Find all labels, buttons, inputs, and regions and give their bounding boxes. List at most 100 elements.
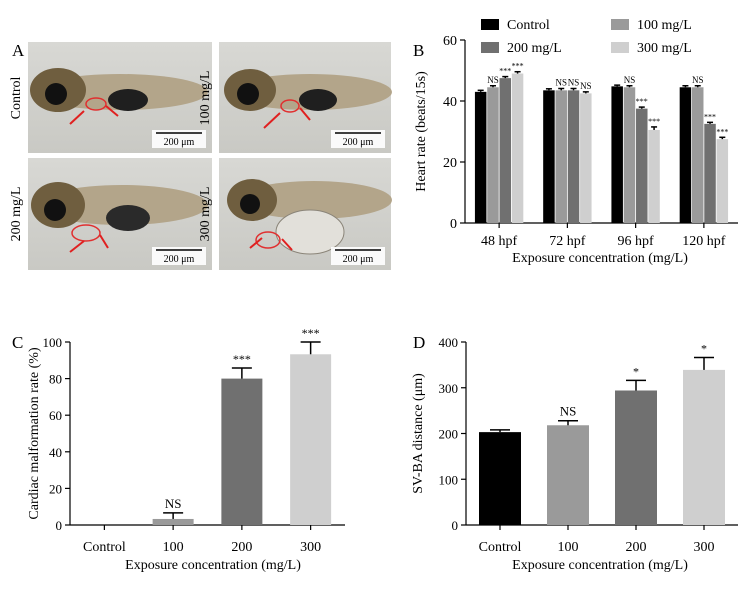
red-arrow [249,237,263,249]
x-tick-label: 300 [694,540,715,555]
panel-letter: D [413,333,425,352]
x-tick-label: 120 hpf [682,234,726,249]
y-axis-title: Cardiac malformation rate (%) [27,347,42,520]
bar [290,354,332,525]
x-tick-label: 48 hpf [481,234,518,249]
y-tick-label: 20 [49,481,62,496]
y-tick-label: 80 [49,372,62,387]
panel-a-letter: A [12,41,25,60]
image-300: 200 μm 300 mg/L [198,158,392,270]
red-arrow [99,234,109,249]
x-tick-label: 96 hpf [618,234,655,249]
bar [716,139,729,223]
panel-letter: C [12,333,23,352]
image-label-control: Control [9,77,24,120]
red-arrow [281,238,293,251]
y-tick-label: 40 [443,95,457,110]
significance-label: *** [512,62,524,71]
image-100: 200 μm 100 mg/L [198,42,392,153]
red-arrow [299,107,311,121]
bar [547,425,589,525]
legend-swatch [481,19,499,30]
x-axis-title: Exposure concentration (mg/L) [512,558,688,573]
bar [221,378,263,525]
y-axis-title: Heart rate (beats/15s) [414,71,429,192]
legend-label: 200 mg/L [507,41,562,56]
y-tick-label: 60 [443,34,457,49]
panel-a: A 200 μm Control [9,41,392,270]
significance-label: NS [555,77,567,87]
y-tick-label: 300 [439,381,459,396]
heart-outline [280,99,300,113]
legend-label: 300 mg/L [637,41,692,56]
legend-swatch [611,42,629,53]
bar [511,73,524,223]
x-tick-label: Control [479,540,522,555]
bar [691,87,704,224]
y-tick-label: 0 [56,518,63,533]
significance-label: NS [165,496,182,511]
image-200: 200 μm 200 mg/L [9,158,212,270]
yolk [299,89,337,111]
significance-label: *** [648,117,660,126]
chart-heart-rate: B 0 20 40 60 Heart rate (beats/15s) Exposure c… [413,18,738,266]
significance-label: NS [692,75,704,85]
bar [474,91,487,223]
larva-eye [45,83,67,105]
y-tick-label: 100 [439,472,459,487]
legend-swatch [611,19,629,30]
red-arrow [69,240,85,253]
x-tick-label: 100 [558,540,579,555]
significance-label: NS [560,404,577,419]
image-label-200: 200 mg/L [9,187,24,242]
y-tick-label: 400 [439,335,459,350]
y-tick-label: 0 [452,518,459,533]
larva-eye [240,194,260,214]
bar [543,90,555,223]
red-arrow [105,105,119,117]
significance-label: NS [568,77,580,87]
legend-swatch [481,42,499,53]
significance-label: *** [302,326,320,340]
x-tick-label: 200 [626,540,647,555]
heart-outline [85,97,107,111]
bar [567,90,580,223]
y-tick-label: 60 [49,408,62,423]
bar [704,123,716,223]
significance-label: * [633,364,639,378]
x-tick-label: 200 [231,540,252,555]
chart-sv-ba-distance: D 0 100 200 300 400 SV-BA distance (μm) Exposur… [411,333,738,573]
larva-body [236,181,392,219]
legend-label: 100 mg/L [637,18,692,33]
bar [479,432,521,525]
heart-outline [255,231,281,249]
y-tick-label: 0 [450,217,457,232]
bar [580,93,592,223]
image-label-300: 300 mg/L [198,187,213,242]
legend-label: Control [507,18,550,33]
larva-eye [237,83,259,105]
bar [623,87,636,224]
yolk [108,89,148,111]
x-axis-title: Exposure concentration (mg/L) [125,558,301,573]
bar [636,108,648,223]
significance-label: *** [233,352,251,366]
significance-label: *** [636,97,648,106]
bar [499,78,512,223]
edema-sac [275,209,345,255]
panel-letter: B [413,41,424,60]
significance-label: *** [716,127,728,136]
scale-bar-label: 200 μm [164,254,195,265]
y-axis-title: SV-BA distance (μm) [411,373,426,494]
significance-label: NS [580,81,592,91]
larva-eye [44,199,66,221]
x-axis-title: Exposure concentration (mg/L) [512,251,688,266]
y-tick-label: 20 [443,156,457,171]
red-arrow [263,112,281,129]
x-tick-label: 300 [300,540,321,555]
significance-label: NS [487,75,499,85]
yolk [106,205,150,231]
x-tick-label: Control [83,540,126,555]
